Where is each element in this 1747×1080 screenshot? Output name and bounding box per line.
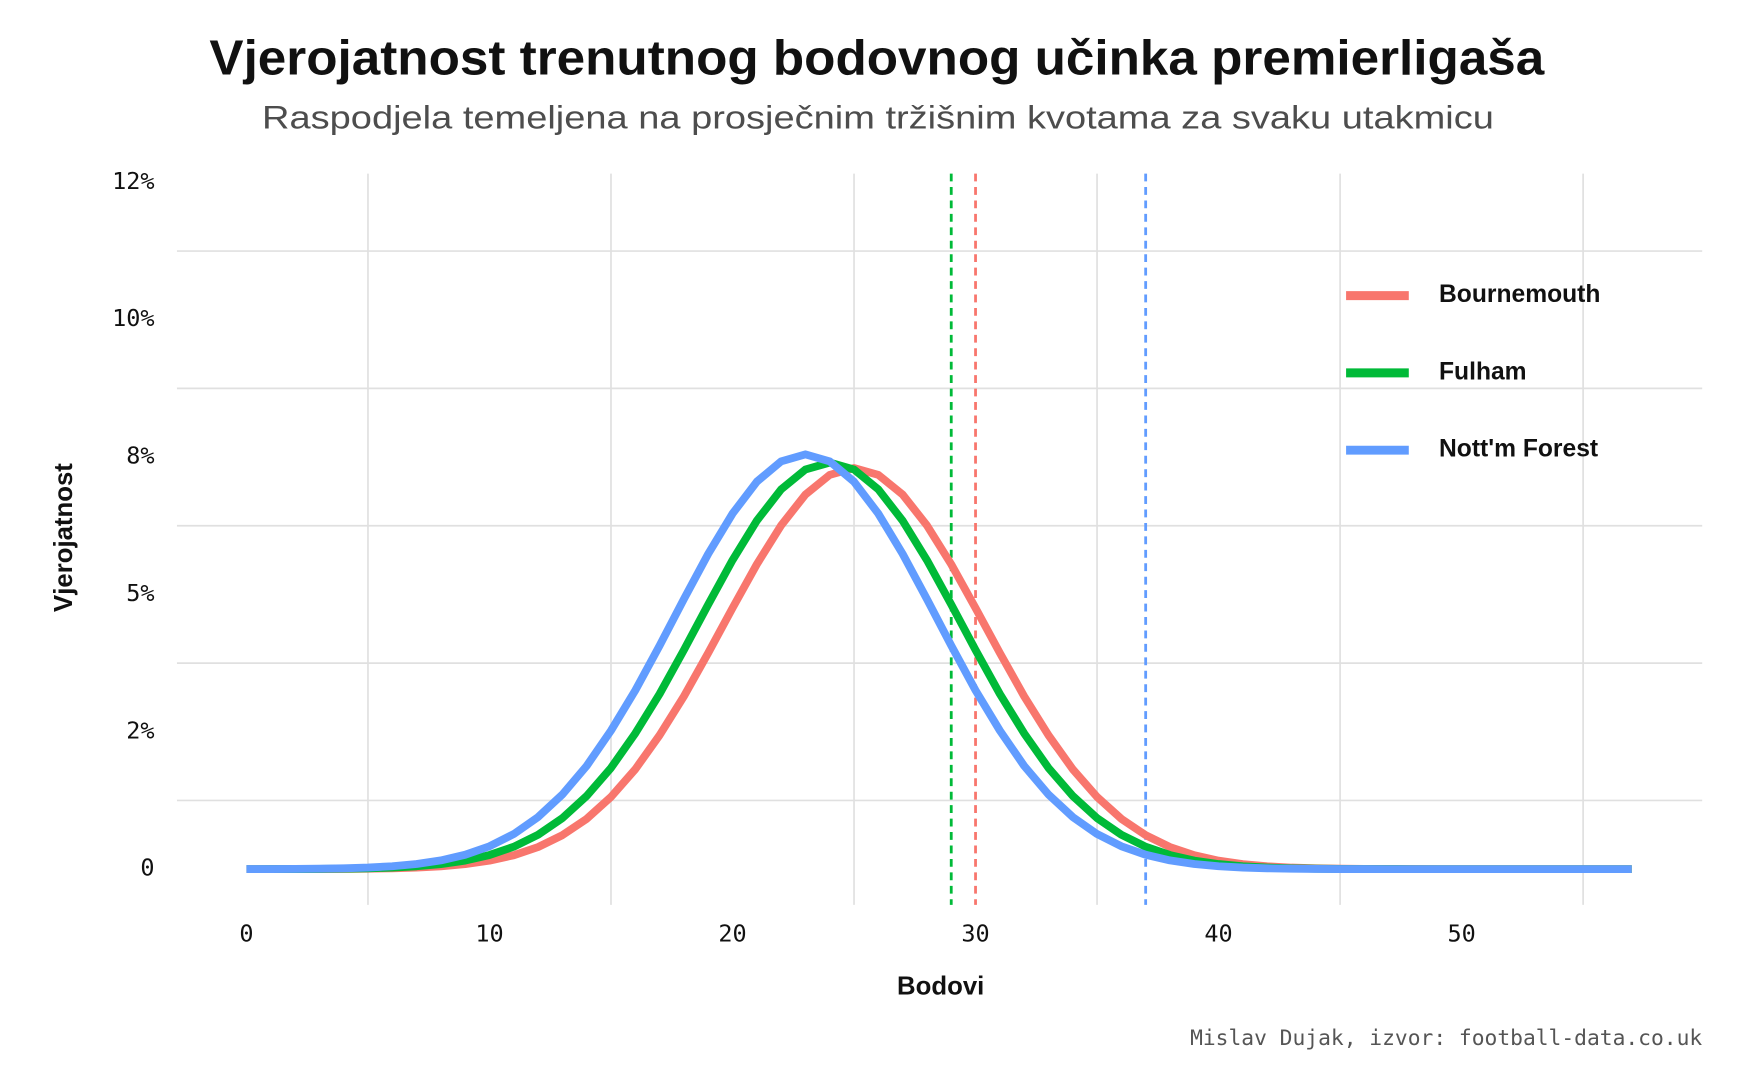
caption: Mislav Dujak, izvor: football-data.co.uk (1190, 1026, 1702, 1051)
y-tick-label: 12% (112, 167, 154, 195)
x-tick-label: 20 (718, 920, 746, 948)
y-tick-label: 0 (140, 854, 154, 882)
legend-label: Nott'm Forest (1439, 436, 1598, 463)
y-axis-title: Vjerojatnost (50, 463, 78, 612)
x-tick-label: 10 (475, 920, 503, 948)
legend-label: Bournemouth (1439, 281, 1600, 308)
x-tick-label: 40 (1204, 920, 1232, 948)
series-line (246, 458, 1632, 874)
y-tick-label: 8% (126, 442, 154, 470)
x-axis-title: Bodovi (897, 973, 984, 1001)
series-line (246, 464, 1632, 874)
y-tick-label: 5% (126, 579, 154, 607)
chart-title: Vjerojatnost trenutnog bodovnog učinka p… (209, 31, 1544, 86)
legend-label: Fulham (1439, 358, 1527, 385)
x-tick-label: 0 (239, 920, 253, 948)
series-line (246, 450, 1632, 874)
y-tick-label: 2% (126, 716, 154, 744)
chart-subtitle: Raspodjela temeljena na prosječnim tržiš… (262, 99, 1494, 135)
y-tick-label: 10% (112, 304, 154, 332)
x-tick-label: 30 (961, 920, 989, 948)
x-tick-label: 50 (1447, 920, 1475, 948)
